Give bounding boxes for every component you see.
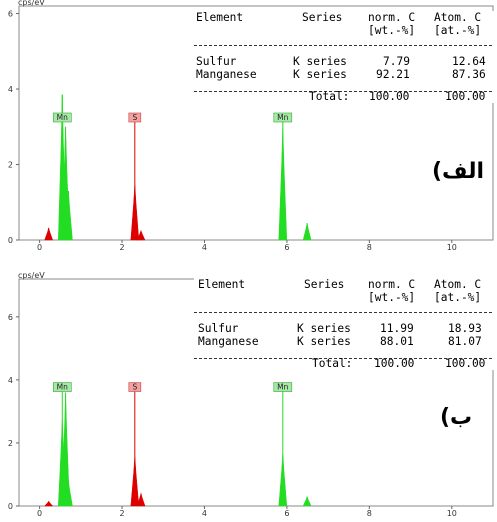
total-atom: 100.00	[445, 357, 486, 370]
unit-atom: [at.-%]	[434, 291, 482, 304]
header-atom: Atom. C	[434, 278, 482, 291]
header-norm: norm. C	[368, 278, 416, 291]
peak-label-box	[128, 112, 142, 123]
header-series: Series	[304, 278, 345, 291]
peak-label-box	[128, 382, 142, 392]
x-tick-label: 8	[367, 243, 372, 252]
results-table-b: Element Series norm. C Atom. C [wt.-%] […	[194, 278, 496, 370]
y-unit-label: cps/eV	[18, 271, 45, 280]
total-norm: 100.00	[374, 357, 415, 370]
row-atom: 87.36	[452, 68, 486, 81]
row-atom: 12.64	[452, 55, 486, 68]
row-atom: 18.93	[448, 322, 482, 335]
unit-norm: [wt.-%]	[368, 24, 416, 37]
x-tick-label: 10	[447, 509, 457, 518]
unit-norm: [wt.-%]	[368, 291, 416, 304]
x-tick-label: 10	[447, 243, 457, 252]
y-tick-label: 2	[8, 161, 13, 170]
row-element: Sulfur	[198, 322, 239, 335]
table-rule	[194, 45, 492, 46]
table-rule	[194, 312, 492, 313]
unit-atom: [at.-%]	[434, 24, 482, 37]
x-tick-label: 4	[202, 509, 207, 518]
x-tick-label: 4	[202, 243, 207, 252]
y-tick-label: 2	[8, 439, 13, 448]
y-tick-label: 6	[8, 10, 13, 19]
peak-label: Mn	[57, 383, 68, 392]
row-series: K series	[293, 55, 347, 68]
x-tick-label: 0	[37, 243, 42, 252]
y-tick-label: 4	[8, 376, 13, 385]
eds-panel-b: cps/eV 0 2 4 6 0 2 4 6 8 10 Mn S Mn Element Series no…	[0, 263, 497, 522]
peak-label-box	[52, 112, 72, 123]
row-element: Sulfur	[196, 55, 237, 68]
peak-label-box	[273, 382, 293, 392]
header-element: Element	[196, 11, 244, 24]
peak-label-box	[52, 382, 72, 392]
peak-label: Mn	[57, 113, 68, 122]
table-rule	[194, 358, 492, 359]
x-tick-label: 2	[119, 243, 124, 252]
x-tick-label: 0	[37, 509, 42, 518]
peak-label: Mn	[277, 113, 288, 122]
header-element: Element	[198, 278, 246, 291]
results-table-a: Element Series norm. C Atom. C [wt.-%] […	[194, 11, 496, 103]
y-tick-label: 4	[8, 85, 13, 94]
x-tick-label: 6	[284, 509, 289, 518]
row-element: Manganese	[196, 68, 257, 81]
header-series: Series	[302, 11, 343, 24]
total-atom: 100.00	[445, 90, 486, 103]
row-series: K series	[297, 322, 351, 335]
y-tick-label: 0	[8, 236, 13, 245]
row-norm: 11.99	[380, 322, 414, 335]
row-norm: 7.79	[383, 55, 410, 68]
row-norm: 92.21	[376, 68, 410, 81]
header-atom: Atom. C	[434, 11, 482, 24]
total-label: Total:	[312, 357, 353, 370]
x-tick-label: 8	[367, 509, 372, 518]
header-norm: norm. C	[368, 11, 416, 24]
total-label: Total:	[309, 90, 350, 103]
peak-label: S	[132, 383, 137, 392]
panel-label-a: الف)	[432, 159, 485, 184]
table-rule	[194, 91, 492, 92]
x-tick-label: 2	[119, 509, 124, 518]
row-atom: 81.07	[448, 335, 482, 348]
y-tick-label: 6	[8, 313, 13, 322]
row-element: Manganese	[198, 335, 259, 348]
eds-panel-a: cps/eV 0 2 4 6 0 2 4 6 8 10 Mn S Mn Element Series no…	[0, 0, 497, 259]
x-tick-label: 6	[284, 243, 289, 252]
y-tick-label: 0	[8, 502, 13, 511]
y-unit-label: cps/eV	[18, 0, 45, 7]
peak-label: S	[132, 113, 137, 122]
row-norm: 88.01	[380, 335, 414, 348]
peak-label-box	[273, 112, 293, 123]
peak-label: Mn	[277, 383, 288, 392]
total-norm: 100.00	[369, 90, 410, 103]
row-series: K series	[293, 68, 347, 81]
panel-label-b: ب)	[440, 405, 473, 430]
row-series: K series	[297, 335, 351, 348]
